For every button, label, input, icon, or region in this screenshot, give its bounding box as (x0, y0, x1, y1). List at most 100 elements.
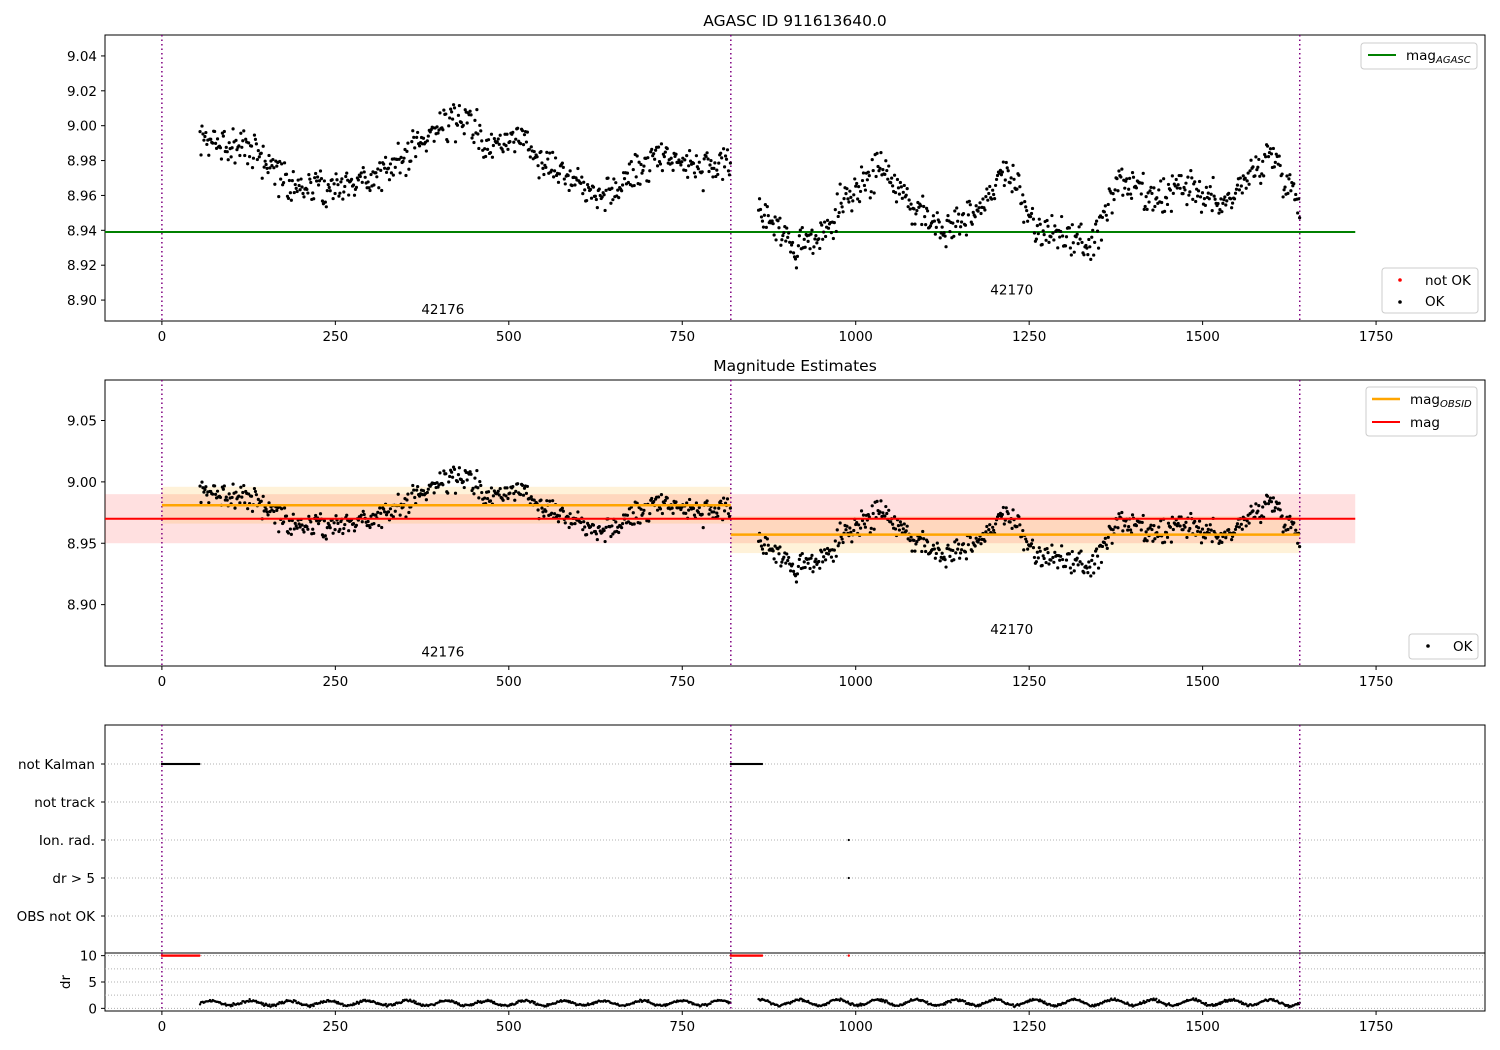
dr-point (224, 1002, 227, 1005)
data-point-ok (934, 551, 938, 556)
data-point-ok (1115, 177, 1119, 181)
data-point-ok (812, 565, 816, 569)
data-point-ok (771, 222, 775, 226)
data-point-ok (1000, 512, 1004, 517)
data-point-ok (456, 472, 461, 477)
data-point-ok (1117, 169, 1121, 173)
data-point-ok (393, 509, 397, 513)
data-point-ok (925, 206, 929, 210)
data-point-ok (721, 177, 725, 182)
data-point-ok (1059, 229, 1063, 234)
data-point-ok (426, 487, 430, 491)
data-point-ok (796, 244, 800, 248)
data-point-ok (406, 141, 410, 145)
data-point-ok (256, 148, 260, 153)
data-point-ok (931, 543, 936, 547)
data-point-ok (1063, 564, 1068, 569)
data-point-ok (514, 137, 518, 141)
data-point-ok (376, 510, 380, 514)
data-point-ok (1181, 528, 1185, 532)
data-point-ok (327, 185, 331, 190)
data-point-ok (1254, 502, 1258, 506)
dr-point (944, 1003, 947, 1006)
dr-point (384, 1002, 388, 1006)
data-point-ok (650, 147, 654, 151)
data-point-ok (1244, 186, 1248, 190)
data-point-ok (968, 535, 972, 540)
data-point-ok (865, 178, 869, 182)
data-point-ok (322, 179, 326, 183)
data-point-ok (631, 511, 635, 515)
data-point-ok (1218, 207, 1222, 212)
data-point-ok (831, 559, 835, 563)
data-point-ok (944, 565, 948, 569)
legend-marker-ok (1398, 300, 1402, 304)
data-point-ok (550, 168, 554, 172)
data-point-ok (396, 141, 400, 145)
data-point-ok (1202, 197, 1207, 201)
data-point-ok (1123, 186, 1127, 190)
data-point-ok (582, 180, 586, 184)
data-point-ok (1100, 215, 1105, 220)
data-point-ok (1030, 206, 1035, 211)
data-point-ok (333, 528, 337, 532)
data-point-ok (246, 507, 250, 511)
data-point-ok (1017, 173, 1021, 177)
data-point-ok (725, 497, 730, 501)
data-point-ok (1190, 176, 1194, 180)
data-point-ok (421, 136, 426, 140)
data-point-ok (1273, 506, 1277, 510)
data-point-ok (694, 154, 699, 158)
data-point-ok (199, 500, 203, 505)
data-point-ok (704, 154, 708, 159)
data-point-ok (669, 156, 673, 160)
data-point-ok (413, 495, 417, 500)
data-point-ok (990, 197, 994, 201)
data-point-ok (410, 491, 414, 495)
data-point-ok (316, 522, 321, 526)
data-point-ok (602, 193, 606, 197)
data-point-ok (848, 526, 852, 530)
data-point-ok (1206, 527, 1210, 531)
data-point-ok (993, 183, 998, 188)
data-point-ok (581, 191, 585, 196)
data-point-ok (1006, 511, 1010, 516)
data-point-ok (1061, 557, 1065, 562)
data-point-ok (378, 506, 382, 510)
data-point-ok (243, 153, 247, 158)
data-point-ok (1243, 176, 1247, 180)
data-point-ok (239, 485, 243, 489)
data-point-ok (1010, 190, 1014, 194)
data-point-ok (1264, 502, 1268, 506)
data-point-ok (237, 144, 241, 148)
data-point-ok (1064, 558, 1069, 562)
data-point-ok (758, 539, 763, 543)
data-point-ok (1009, 176, 1013, 180)
data-point-ok (908, 207, 912, 211)
data-point-ok (512, 491, 516, 496)
data-point-ok (1092, 571, 1096, 575)
dr-point (846, 1000, 850, 1003)
data-point-ok (341, 531, 345, 536)
data-point-ok (806, 239, 810, 243)
legend-frame (1360, 42, 1478, 70)
data-point-ok (809, 556, 813, 560)
data-point-ok (286, 196, 291, 200)
data-point-ok (1026, 219, 1030, 223)
x-tick-label: 1250 (1012, 1019, 1046, 1035)
data-point-ok (761, 551, 766, 555)
data-point-ok (642, 508, 646, 512)
data-point-ok (833, 208, 837, 212)
data-point-ok (551, 499, 555, 503)
data-point-ok (991, 188, 995, 192)
data-point-ok (1086, 253, 1090, 257)
data-point-ok (829, 555, 834, 559)
data-point-ok (1196, 194, 1200, 198)
data-point-ok (1217, 211, 1221, 215)
data-point-ok (635, 154, 639, 158)
data-point-ok (201, 132, 205, 136)
data-point-ok (604, 188, 608, 192)
data-point-ok (705, 151, 709, 155)
data-point-ok (570, 522, 574, 526)
data-point-ok (884, 504, 888, 509)
